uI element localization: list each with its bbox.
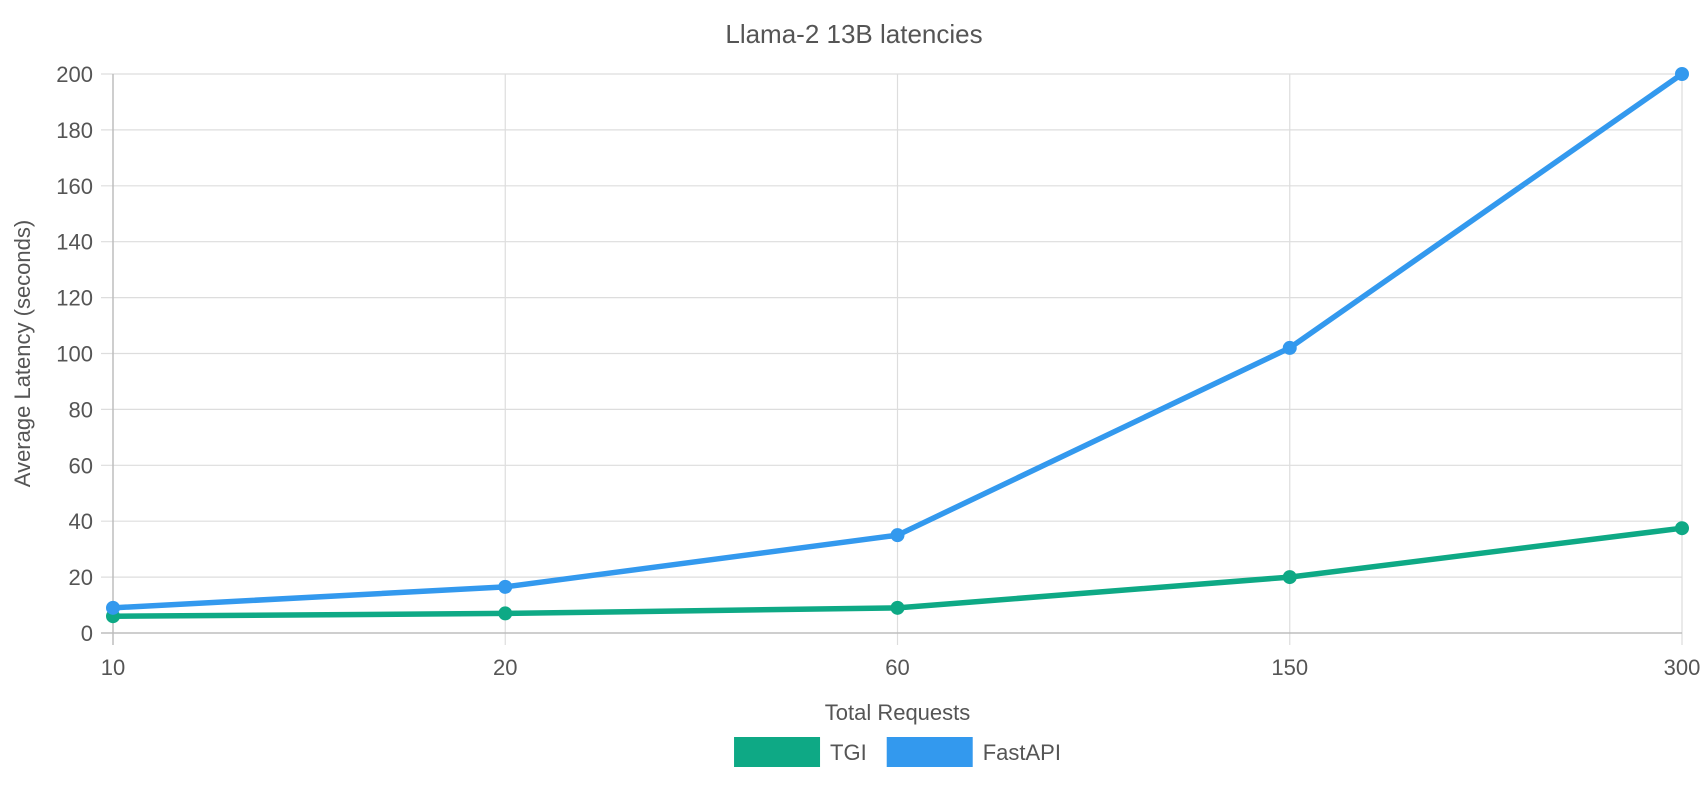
- axes: [101, 74, 1682, 645]
- y-tick-label: 120: [56, 286, 93, 311]
- data-point-fastapi[interactable]: [1675, 67, 1689, 81]
- legend-item-fastapi[interactable]: FastAPI: [886, 737, 1061, 767]
- x-tick-label: 10: [101, 655, 125, 680]
- chart-title: Llama-2 13B latencies: [725, 19, 982, 49]
- y-tick-label: 160: [56, 174, 93, 199]
- y-tick-label: 80: [69, 397, 93, 422]
- x-axis-title: Total Requests: [825, 700, 971, 725]
- x-tick-label: 300: [1664, 655, 1701, 680]
- y-tick-label: 60: [69, 453, 93, 478]
- y-tick-label: 20: [69, 565, 93, 590]
- x-tick-labels: 10 20 60 150 300: [101, 655, 1701, 680]
- x-tick-label: 20: [493, 655, 517, 680]
- x-tick-label: 150: [1271, 655, 1308, 680]
- legend-label: FastAPI: [983, 740, 1061, 765]
- y-tick-label: 40: [69, 509, 93, 534]
- y-tick-label: 100: [56, 342, 93, 367]
- legend-swatch: [886, 737, 973, 767]
- legend-item-tgi[interactable]: TGI: [734, 737, 867, 767]
- data-point-tgi[interactable]: [498, 606, 513, 621]
- y-axis-title: Average Latency (seconds): [10, 220, 35, 487]
- y-tick-label: 0: [81, 621, 93, 646]
- data-point-tgi[interactable]: [1675, 521, 1689, 536]
- legend-swatch: [734, 737, 821, 767]
- y-tick-label: 140: [56, 230, 93, 255]
- data-point-tgi[interactable]: [890, 600, 905, 615]
- grid: [101, 73, 1683, 645]
- legend: TGI FastAPI: [734, 737, 1061, 767]
- data-point-fastapi[interactable]: [1282, 340, 1297, 355]
- data-point-fastapi[interactable]: [106, 600, 120, 615]
- series-lines: [106, 67, 1689, 624]
- x-tick-label: 60: [885, 655, 909, 680]
- y-tick-label: 200: [56, 62, 93, 87]
- data-point-fastapi[interactable]: [890, 528, 905, 543]
- y-tick-labels: 0 20 40 60 80 100 120 140 160 180 200: [56, 62, 93, 646]
- data-point-tgi[interactable]: [1282, 570, 1297, 585]
- data-point-fastapi[interactable]: [498, 579, 513, 594]
- legend-label: TGI: [830, 740, 867, 765]
- y-tick-label: 180: [56, 118, 93, 143]
